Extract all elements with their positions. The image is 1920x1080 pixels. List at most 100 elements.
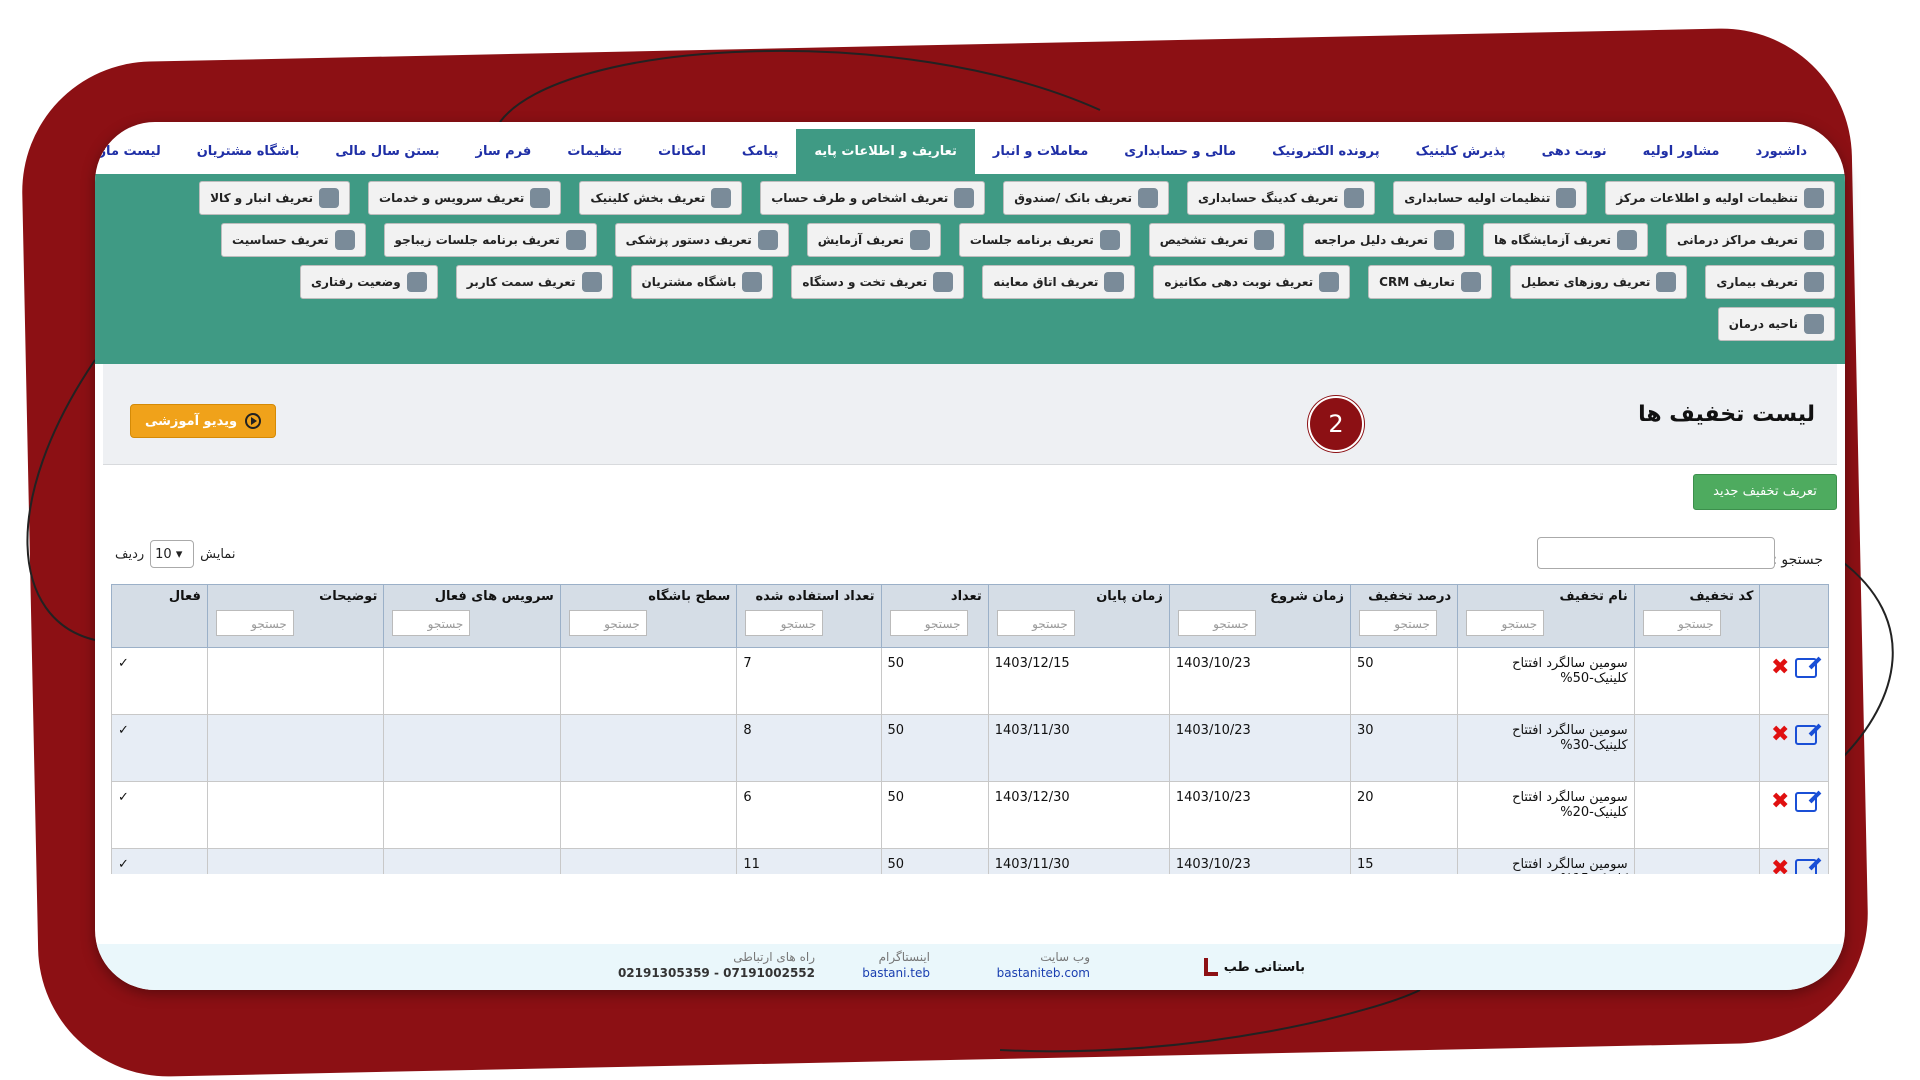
table-cell: [1633, 714, 1761, 782]
edit-icon[interactable]: [1795, 859, 1818, 874]
column-filter-input[interactable]: جستجو: [568, 610, 647, 636]
menu-item[interactable]: بستن سال مالی: [335, 144, 440, 159]
table-row[interactable]: ✖ سومین سالگرد افتتاح کلینیک-15%151403/10…: [111, 848, 1829, 875]
submenu-button[interactable]: تعریف بانک /صندوق: [1003, 181, 1169, 215]
column-header[interactable]: نام تخفیف جستجو: [1457, 584, 1635, 648]
submenu-button[interactable]: تعریف حساسیت: [221, 223, 366, 257]
menu-item[interactable]: تنظیمات: [567, 144, 623, 159]
submenu-item-icon: [933, 272, 954, 292]
column-header[interactable]: تعداد جستجو: [880, 584, 989, 648]
website-link[interactable]: bastaniteb.com: [996, 966, 1090, 980]
column-filter-input[interactable]: جستجو: [1177, 610, 1256, 636]
menu-item[interactable]: پیامک: [741, 144, 779, 159]
submenu-button-label: باشگاه مشتریان: [641, 275, 737, 289]
table-cell: [206, 781, 385, 849]
column-filter-input[interactable]: جستجو: [1466, 610, 1545, 636]
column-header[interactable]: فعال: [111, 584, 208, 648]
menu-item[interactable]: داشبورد: [1755, 144, 1807, 159]
submenu-button[interactable]: تعریف دستور پزشکی: [614, 223, 789, 257]
delete-icon[interactable]: ✖: [1771, 856, 1790, 875]
menu-item[interactable]: فرم ساز: [475, 144, 532, 159]
edit-icon[interactable]: [1795, 658, 1818, 678]
menu-item[interactable]: نوبت دهی: [1541, 144, 1607, 159]
submenu-button[interactable]: ناحیه درمان: [1717, 307, 1835, 341]
table-row[interactable]: ✖ سومین سالگرد افتتاح کلینیک-50% 50 1403/10…: [111, 647, 1829, 715]
column-header[interactable]: درصد تخفیف جستجو: [1349, 584, 1459, 648]
submenu-button[interactable]: تنظیمات اولیه حسابداری: [1393, 181, 1588, 215]
table-cell: 1403/10/23: [1168, 781, 1351, 849]
column-header[interactable]: سطح باشگاه جستجو: [559, 584, 738, 648]
search-input[interactable]: [1537, 537, 1775, 569]
submenu-button[interactable]: تنظیمات اولیه و اطلاعات مرکز: [1605, 181, 1835, 215]
submenu-button[interactable]: تعریف تخت و دستگاه: [791, 265, 965, 299]
submenu-button[interactable]: تعریف آزمایش: [806, 223, 941, 257]
contact-title: راه های ارتباطی: [733, 950, 815, 964]
submenu-button[interactable]: باشگاه مشتریان: [630, 265, 774, 299]
submenu-button-label: تنظیمات اولیه حسابداری: [1404, 191, 1551, 205]
menu-item[interactable]: امکانات: [658, 144, 706, 159]
column-filter-input[interactable]: جستجو: [1642, 610, 1721, 636]
submenu-button[interactable]: تعریف بخش کلینیک: [579, 181, 743, 215]
submenu-button[interactable]: تعاریف CRM: [1368, 265, 1492, 299]
column-header[interactable]: کد تخفیف جستجو: [1633, 584, 1761, 648]
column-header[interactable]: زمان شروع جستجو: [1168, 584, 1351, 648]
table-cell: 30: [1349, 714, 1459, 782]
delete-icon[interactable]: ✖: [1771, 722, 1790, 747]
submenu-item-icon: [1617, 230, 1637, 250]
delete-icon[interactable]: ✖: [1771, 789, 1790, 814]
column-filter-input[interactable]: جستجو: [1358, 610, 1437, 636]
submenu-button[interactable]: تعریف اتاق معاینه: [982, 265, 1136, 299]
table-cell: 50: [880, 714, 989, 782]
table-cell: [559, 714, 738, 782]
instagram-link[interactable]: bastani.teb: [862, 966, 930, 980]
submenu-button[interactable]: تعریف تشخیص: [1148, 223, 1286, 257]
play-icon: [245, 413, 262, 429]
table-cell: سومین سالگرد افتتاح کلینیک-30%: [1457, 714, 1635, 782]
edit-icon[interactable]: [1795, 792, 1818, 812]
edit-icon[interactable]: [1795, 725, 1818, 745]
table-row[interactable]: ✖ سومین سالگرد افتتاح کلینیک-20% 20 1403/10…: [111, 781, 1829, 849]
submenu-button[interactable]: وضعیت رفتاری: [300, 265, 438, 299]
submenu-button[interactable]: تعریف مراکز درمانی: [1666, 223, 1835, 257]
column-header[interactable]: تعداد استفاده شده جستجو: [736, 584, 882, 648]
column-filter-input[interactable]: جستجو: [392, 610, 471, 636]
delete-icon[interactable]: ✖: [1771, 655, 1790, 680]
table-row[interactable]: ✖ سومین سالگرد افتتاح کلینیک-30% 30 1403/10…: [111, 714, 1829, 782]
submenu-button[interactable]: تعریف برنامه جلسات زیباجو: [383, 223, 597, 257]
menu-item[interactable]: معاملات و انبار: [992, 144, 1089, 159]
submenu-button[interactable]: تعریف سمت کاربر: [455, 265, 613, 299]
column-filter-input[interactable]: جستجو: [215, 610, 294, 636]
submenu-button[interactable]: تعریف روزهای تعطیل: [1509, 265, 1688, 299]
column-filter-input[interactable]: جستجو: [745, 610, 824, 636]
menu-item[interactable]: مالی و حسابداری: [1124, 144, 1237, 159]
submenu-item-icon: [1104, 272, 1125, 292]
video-tutorial-button[interactable]: ویدیو آموزشی: [130, 404, 276, 438]
column-header[interactable]: سرویس های فعال جستجو: [383, 584, 561, 648]
page-length-select[interactable]: 10 ▾: [150, 540, 195, 568]
submenu-button[interactable]: تعریف دلیل مراجعه: [1303, 223, 1466, 257]
submenu-button[interactable]: تعریف اشخاص و طرف حساب: [760, 181, 986, 215]
column-filter-input[interactable]: جستجو: [889, 610, 968, 636]
submenu-button[interactable]: تعریف آزمایشگاه ها: [1483, 223, 1648, 257]
submenu-button[interactable]: تعریف انبار و کالا: [199, 181, 351, 215]
column-header-label: تعداد استفاده شده: [755, 589, 875, 604]
menu-item[interactable]: پذیرش کلینیک: [1415, 144, 1506, 159]
submenu-button[interactable]: تعریف سرویس و خدمات: [368, 181, 562, 215]
submenu-button[interactable]: تعریف نوبت دهی مکانیزه: [1153, 265, 1351, 299]
table-cell: [1633, 848, 1761, 874]
column-header-label: نام تخفیف: [1559, 589, 1628, 604]
submenu-button[interactable]: تعریف کدینگ حسابداری: [1186, 181, 1376, 215]
menu-item[interactable]: باشگاه مشتریان: [196, 144, 300, 159]
footer-instagram: اینستاگرام bastani.teb: [862, 950, 930, 980]
menu-item[interactable]: پرونده الکترونیک: [1272, 144, 1380, 159]
menu-item[interactable]: لیست ماژول ها: [95, 144, 161, 159]
new-discount-button[interactable]: تعریف تخفیف جدید: [1693, 474, 1837, 510]
submenu-button[interactable]: تعریف برنامه جلسات: [958, 223, 1131, 257]
instagram-title: اینستاگرام: [878, 950, 930, 964]
menu-item[interactable]: مشاور اولیه: [1642, 144, 1720, 159]
submenu-button[interactable]: تعریف بیماری: [1705, 265, 1835, 299]
column-filter-input[interactable]: جستجو: [996, 610, 1075, 636]
column-header[interactable]: توضیحات جستجو: [206, 584, 385, 648]
menu-item[interactable]: تعاریف و اطلاعات پایه: [796, 129, 975, 174]
column-header[interactable]: زمان پایان جستجو: [987, 584, 1170, 648]
